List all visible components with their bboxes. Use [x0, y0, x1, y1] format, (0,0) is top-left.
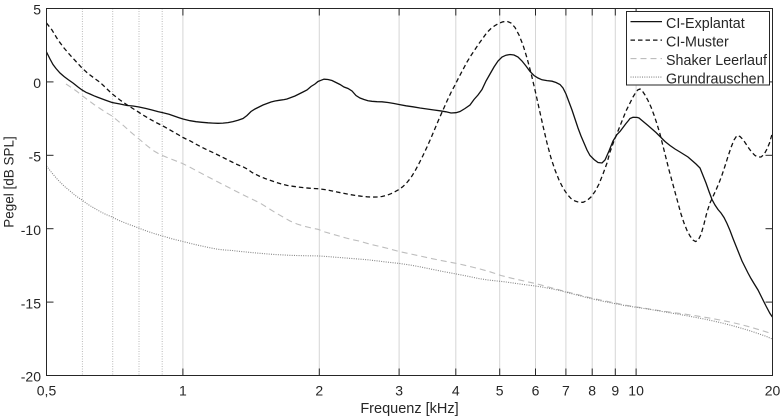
svg-text:Pegel [dB SPL]: Pegel [dB SPL] — [2, 136, 17, 228]
svg-text:9: 9 — [611, 383, 619, 399]
svg-text:CI-Explantat: CI-Explantat — [666, 16, 745, 32]
svg-text:3: 3 — [395, 383, 403, 399]
svg-text:Frequenz [kHz]: Frequenz [kHz] — [360, 401, 458, 417]
svg-text:5: 5 — [33, 2, 41, 18]
svg-text:Shaker Leerlauf: Shaker Leerlauf — [666, 53, 767, 69]
svg-text:7: 7 — [562, 383, 570, 399]
svg-text:CI-Muster: CI-Muster — [666, 34, 729, 50]
svg-text:Grundrauschen: Grundrauschen — [666, 71, 765, 87]
svg-text:20: 20 — [765, 383, 781, 399]
svg-text:4: 4 — [452, 383, 460, 399]
svg-text:-10: -10 — [21, 222, 41, 238]
svg-text:0: 0 — [33, 75, 41, 91]
svg-text:6: 6 — [532, 383, 540, 399]
svg-text:-15: -15 — [21, 295, 41, 311]
svg-text:8: 8 — [588, 383, 596, 399]
svg-text:2: 2 — [315, 383, 323, 399]
svg-text:1: 1 — [179, 383, 187, 399]
svg-text:10: 10 — [628, 383, 644, 399]
svg-text:-5: -5 — [29, 149, 42, 165]
svg-text:0,5: 0,5 — [37, 383, 57, 399]
svg-text:-20: -20 — [21, 369, 41, 385]
svg-text:5: 5 — [496, 383, 504, 399]
